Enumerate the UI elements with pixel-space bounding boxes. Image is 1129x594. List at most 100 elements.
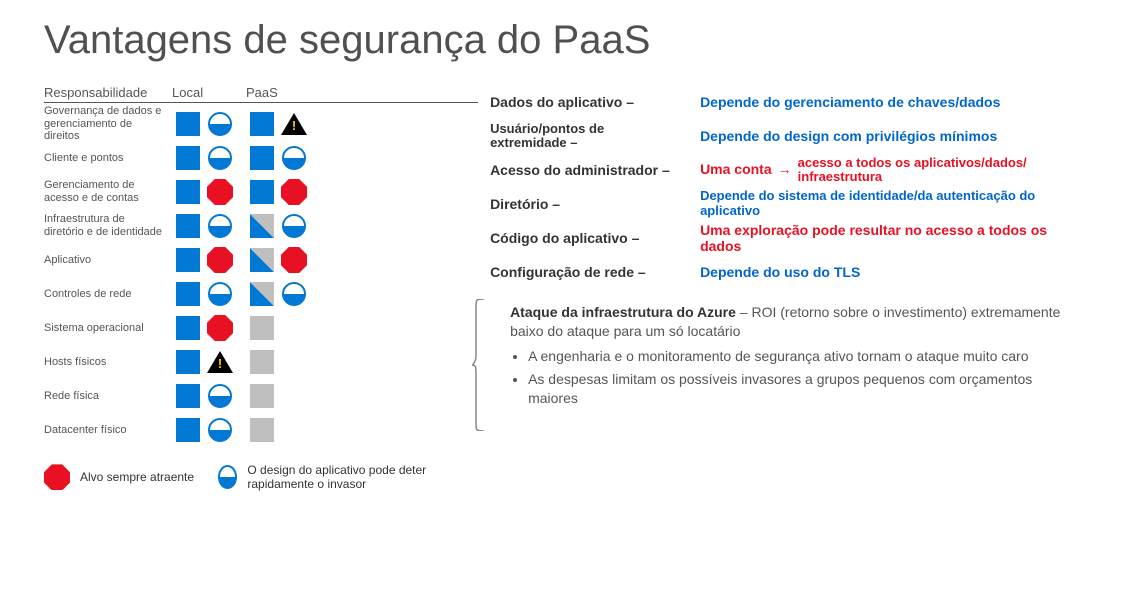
detail-text: Depende do uso do TLS (700, 264, 1085, 280)
row-label: Governança de dados e gerenciamento de d… (44, 105, 172, 143)
row-label: Cliente e pontos (44, 152, 172, 165)
blue-square-icon (176, 214, 200, 238)
triangle-split-icon (250, 214, 274, 238)
legend-halfcircle: O design do aplicativo pode deter rapida… (218, 463, 478, 492)
matrix-row: Sistema operacional (44, 311, 478, 345)
detail-label: Diretório – (490, 196, 700, 212)
octagon-icon (44, 464, 70, 490)
paas-cells (246, 312, 320, 344)
local-cells (172, 414, 246, 446)
row-label: Sistema operacional (44, 322, 172, 335)
legend-octagon: Alvo sempre atraente (44, 464, 194, 490)
matrix-row: Infraestrutura de diretório e de identid… (44, 209, 478, 243)
detail-label: Usuário/pontos deextremidade – (490, 122, 700, 151)
infra-block: Ataque da infraestrutura do Azure – ROI … (510, 303, 1085, 407)
local-cells (172, 312, 246, 344)
blue-square-icon (176, 180, 200, 204)
page-title: Vantagens de segurança do PaaS (44, 18, 1085, 63)
local-cells (172, 210, 246, 242)
details-column: Dados do aplicativo –Depende do gerencia… (478, 85, 1085, 411)
infra-bullet-0: A engenharia e o monitoramento de segura… (528, 347, 1085, 366)
blue-square-icon (250, 112, 274, 136)
paas-cells (246, 244, 320, 276)
warning-triangle-icon (281, 113, 307, 135)
detail-text-before: Uma conta (700, 161, 772, 177)
responsibility-matrix: Responsabilidade Local PaaS Governança d… (44, 85, 478, 492)
detail-label: Código do aplicativo – (490, 230, 700, 246)
triangle-split-icon (250, 282, 274, 306)
detail-row: Diretório –Depende do sistema de identid… (490, 187, 1085, 221)
detail-text: Uma conta → acesso a todos os aplicativos/… (700, 156, 1085, 185)
detail-text: Depende do design com privilégios mínimo… (700, 128, 1085, 144)
octagon-icon (281, 247, 307, 273)
legend: Alvo sempre atraente O design do aplicat… (44, 463, 478, 492)
warning-triangle-icon (207, 351, 233, 373)
local-cells (172, 142, 246, 174)
row-label: Rede física (44, 390, 172, 403)
detail-text: Depende do gerenciamento de chaves/dados (700, 94, 1085, 110)
local-cells (172, 346, 246, 378)
detail-label: Dados do aplicativo – (490, 94, 700, 110)
blue-square-icon (176, 248, 200, 272)
blue-square-icon (176, 316, 200, 340)
detail-row: Dados do aplicativo –Depende do gerencia… (490, 85, 1085, 119)
matrix-rows: Governança de dados e gerenciamento de d… (44, 107, 478, 447)
col-header-responsibility: Responsabilidade (44, 85, 172, 100)
detail-rows: Dados do aplicativo –Depende do gerencia… (490, 85, 1085, 289)
col-header-paas: PaaS (246, 85, 320, 100)
half-circle-icon (208, 418, 232, 442)
gray-square-icon (250, 350, 274, 374)
octagon-icon (207, 247, 233, 273)
octagon-icon (281, 179, 307, 205)
matrix-header: Responsabilidade Local PaaS (44, 85, 478, 103)
detail-label: Acesso do administrador – (490, 162, 700, 178)
gray-square-icon (250, 316, 274, 340)
half-circle-icon (218, 465, 237, 489)
octagon-icon (207, 179, 233, 205)
half-circle-icon (282, 214, 306, 238)
row-label: Gerenciamento de acesso e de contas (44, 179, 172, 204)
row-label: Infraestrutura de diretório e de identid… (44, 213, 172, 238)
bracket-icon (472, 299, 486, 431)
blue-square-icon (176, 384, 200, 408)
matrix-row: Hosts físicos (44, 345, 478, 379)
half-circle-icon (208, 282, 232, 306)
paas-cells (246, 346, 320, 378)
gray-square-icon (250, 384, 274, 408)
detail-text: Depende do sistema de identidade/da aute… (700, 189, 1085, 219)
local-cells (172, 108, 246, 140)
local-cells (172, 176, 246, 208)
paas-cells (246, 414, 320, 446)
detail-row: Código do aplicativo –Uma exploração pod… (490, 221, 1085, 255)
half-circle-icon (208, 146, 232, 170)
row-label: Aplicativo (44, 254, 172, 267)
paas-cells (246, 142, 320, 174)
paas-cells (246, 176, 320, 208)
infra-bullet-1: As despesas limitam os possíveis invasor… (528, 370, 1085, 408)
detail-row: Usuário/pontos deextremidade –Depende do… (490, 119, 1085, 153)
octagon-icon (207, 315, 233, 341)
legend-half-label: O design do aplicativo pode deter rapida… (247, 463, 478, 492)
matrix-row: Aplicativo (44, 243, 478, 277)
detail-row: Acesso do administrador –Uma conta → acess… (490, 153, 1085, 187)
col-header-local: Local (172, 85, 246, 100)
blue-square-icon (176, 112, 200, 136)
paas-cells (246, 380, 320, 412)
blue-square-icon (176, 350, 200, 374)
paas-cells (246, 210, 320, 242)
half-circle-icon (208, 214, 232, 238)
arrow-icon: → (778, 161, 792, 177)
blue-square-icon (176, 418, 200, 442)
matrix-row: Cliente e pontos (44, 141, 478, 175)
detail-row: Configuração de rede –Depende do uso do … (490, 255, 1085, 289)
blue-square-icon (176, 146, 200, 170)
matrix-row: Governança de dados e gerenciamento de d… (44, 107, 478, 141)
half-circle-icon (282, 282, 306, 306)
blue-square-icon (250, 180, 274, 204)
detail-label: Configuração de rede – (490, 264, 700, 280)
matrix-row: Gerenciamento de acesso e de contas (44, 175, 478, 209)
detail-text-after: acesso a todos os aplicativos/dados/ inf… (798, 156, 1078, 185)
local-cells (172, 244, 246, 276)
detail-text: Uma exploração pode resultar no acesso a… (700, 222, 1085, 254)
half-circle-icon (208, 112, 232, 136)
